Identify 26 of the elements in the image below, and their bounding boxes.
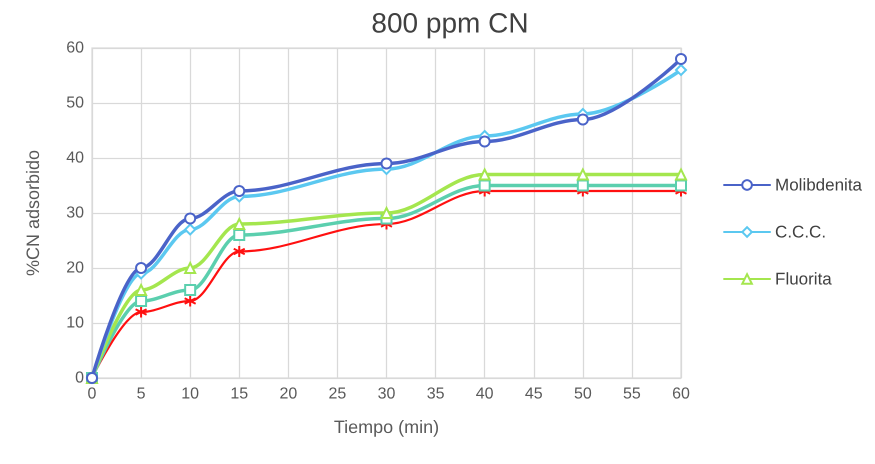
x-tick-label: 60 [672, 386, 690, 402]
x-tick-label: 50 [574, 386, 592, 402]
legend-label: C.C.C. [775, 222, 826, 242]
x-tick-label: 55 [623, 386, 641, 402]
x-tick-label: 15 [230, 386, 248, 402]
x-tick-label: 45 [524, 386, 543, 402]
x-tick-label: 10 [181, 386, 200, 402]
y-tick-label: 60 [66, 40, 84, 56]
legend-label: Molibdenita [775, 176, 863, 194]
y-tick-label: 10 [66, 314, 84, 332]
y-axis-title: %CN adsorbido [23, 150, 43, 276]
y-tick-label: 20 [66, 260, 84, 276]
y-tick-label: 0 [75, 370, 84, 386]
y-tick-label: 30 [66, 204, 84, 222]
x-tick-label: 25 [328, 386, 346, 402]
x-tick-label: 5 [136, 386, 146, 402]
x-tick-label: 0 [88, 386, 97, 402]
chart-title: 800 ppm CN [371, 8, 529, 38]
x-tick-label: 40 [476, 386, 494, 402]
x-tick-label: 30 [378, 386, 396, 402]
legend-label: Fluorita [775, 270, 832, 288]
y-tick-label: 40 [66, 150, 84, 166]
x-axis-title: Tiempo (min) [334, 417, 440, 437]
y-tick-label: 50 [66, 94, 84, 112]
x-tick-label: 20 [279, 386, 298, 402]
x-tick-label: 35 [426, 386, 445, 402]
